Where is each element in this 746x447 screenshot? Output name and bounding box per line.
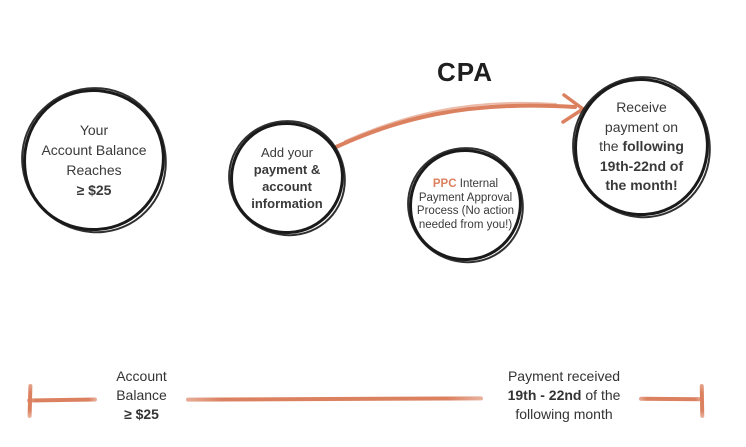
text-line: Payment Approval xyxy=(418,191,513,204)
text-line: PPC Internal xyxy=(417,178,514,192)
node-account-balance: Your Account Balance Reaches ≥ $25 xyxy=(22,88,166,232)
ppc-highlight: PPC xyxy=(432,178,457,190)
node-add-payment-info: Add your payment & account information xyxy=(229,121,345,235)
text-line: account xyxy=(262,179,312,194)
text-line: Account xyxy=(116,368,167,384)
text-fragment: Internal xyxy=(459,178,499,190)
node-account-balance-text: Your Account Balance Reaches ≥ $25 xyxy=(33,120,154,200)
node-ppc-approval-text: PPC Internal Payment Approval Process (N… xyxy=(409,178,522,232)
text-line: Your xyxy=(79,122,109,138)
text-line: following month xyxy=(515,406,613,422)
text-fragment: the xyxy=(599,138,623,155)
node-receive-payment-text: Receive payment on the following 19th-22… xyxy=(591,98,692,196)
text-fragment: of the xyxy=(581,387,621,403)
text-line: ≥ $25 xyxy=(76,182,112,198)
timeline-segment-middle xyxy=(185,396,484,402)
text-line: the following xyxy=(599,137,684,157)
text-line: Reaches xyxy=(66,162,122,178)
node-ppc-approval: PPC Internal Payment Approval Process (N… xyxy=(408,148,523,262)
node-receive-payment: Receive payment on the following 19th-22… xyxy=(573,77,710,217)
text-line: the month! xyxy=(605,177,678,194)
node-add-payment-info-text: Add your payment & account information xyxy=(243,144,331,212)
arrow-curve-texture xyxy=(344,101,557,142)
text-line: Receive xyxy=(616,99,667,116)
text-line: Balance xyxy=(116,387,167,403)
text-line: Add your xyxy=(260,145,314,160)
timeline-end-tick xyxy=(699,383,705,419)
text-line: Account Balance xyxy=(41,142,147,158)
text-line: Process (No action xyxy=(416,205,515,217)
text-line: information xyxy=(251,196,323,211)
timeline-end-label: Payment received 19th - 22nd of the foll… xyxy=(481,367,647,424)
text-fragment-bold: 19th - 22nd xyxy=(507,387,582,403)
timeline-segment-right xyxy=(638,396,704,402)
arrow-curve xyxy=(334,103,577,149)
text-line: needed from you!) xyxy=(418,218,513,231)
text-line: 19th-22nd of xyxy=(599,157,684,174)
text-fragment-bold: following xyxy=(622,138,684,155)
text-line: payment & xyxy=(253,162,321,177)
timeline-start-label: Account Balance ≥ $25 xyxy=(84,367,199,424)
text-line: payment on xyxy=(604,118,679,135)
cpa-arrow-label: CPA xyxy=(437,57,493,87)
text-line: ≥ $25 xyxy=(124,406,159,422)
text-line: Payment received xyxy=(507,368,621,384)
text-line: 19th - 22nd of the xyxy=(481,386,647,405)
